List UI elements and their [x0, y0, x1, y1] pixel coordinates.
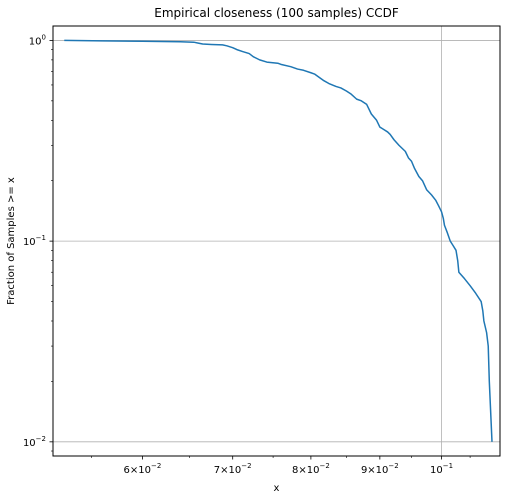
- x-tick-label: 8×10−2: [292, 462, 330, 476]
- x-axis-label: x: [274, 483, 280, 494]
- x-tick-label: 7×10−2: [214, 462, 252, 476]
- ccdf-series-line: [64, 39, 493, 442]
- chart-title: Empirical closeness (100 samples) CCDF: [154, 6, 399, 20]
- y-tick-label: 100: [29, 33, 46, 47]
- x-tick-label: 9×10−2: [361, 462, 399, 476]
- y-axis-label: Fraction of Samples >= x: [6, 177, 17, 305]
- x-tick-label: 10−1: [430, 462, 453, 476]
- y-tick-label: 10−2: [23, 435, 46, 449]
- y-tick-label: 10−1: [23, 234, 46, 248]
- x-tick-label: 6×10−2: [124, 462, 162, 476]
- axis-ticks: 6×10−2 7×10−2 8×10−2 9×10−2 10−1 100 10−1 10−2: [23, 33, 471, 476]
- series-lines: [64, 39, 493, 442]
